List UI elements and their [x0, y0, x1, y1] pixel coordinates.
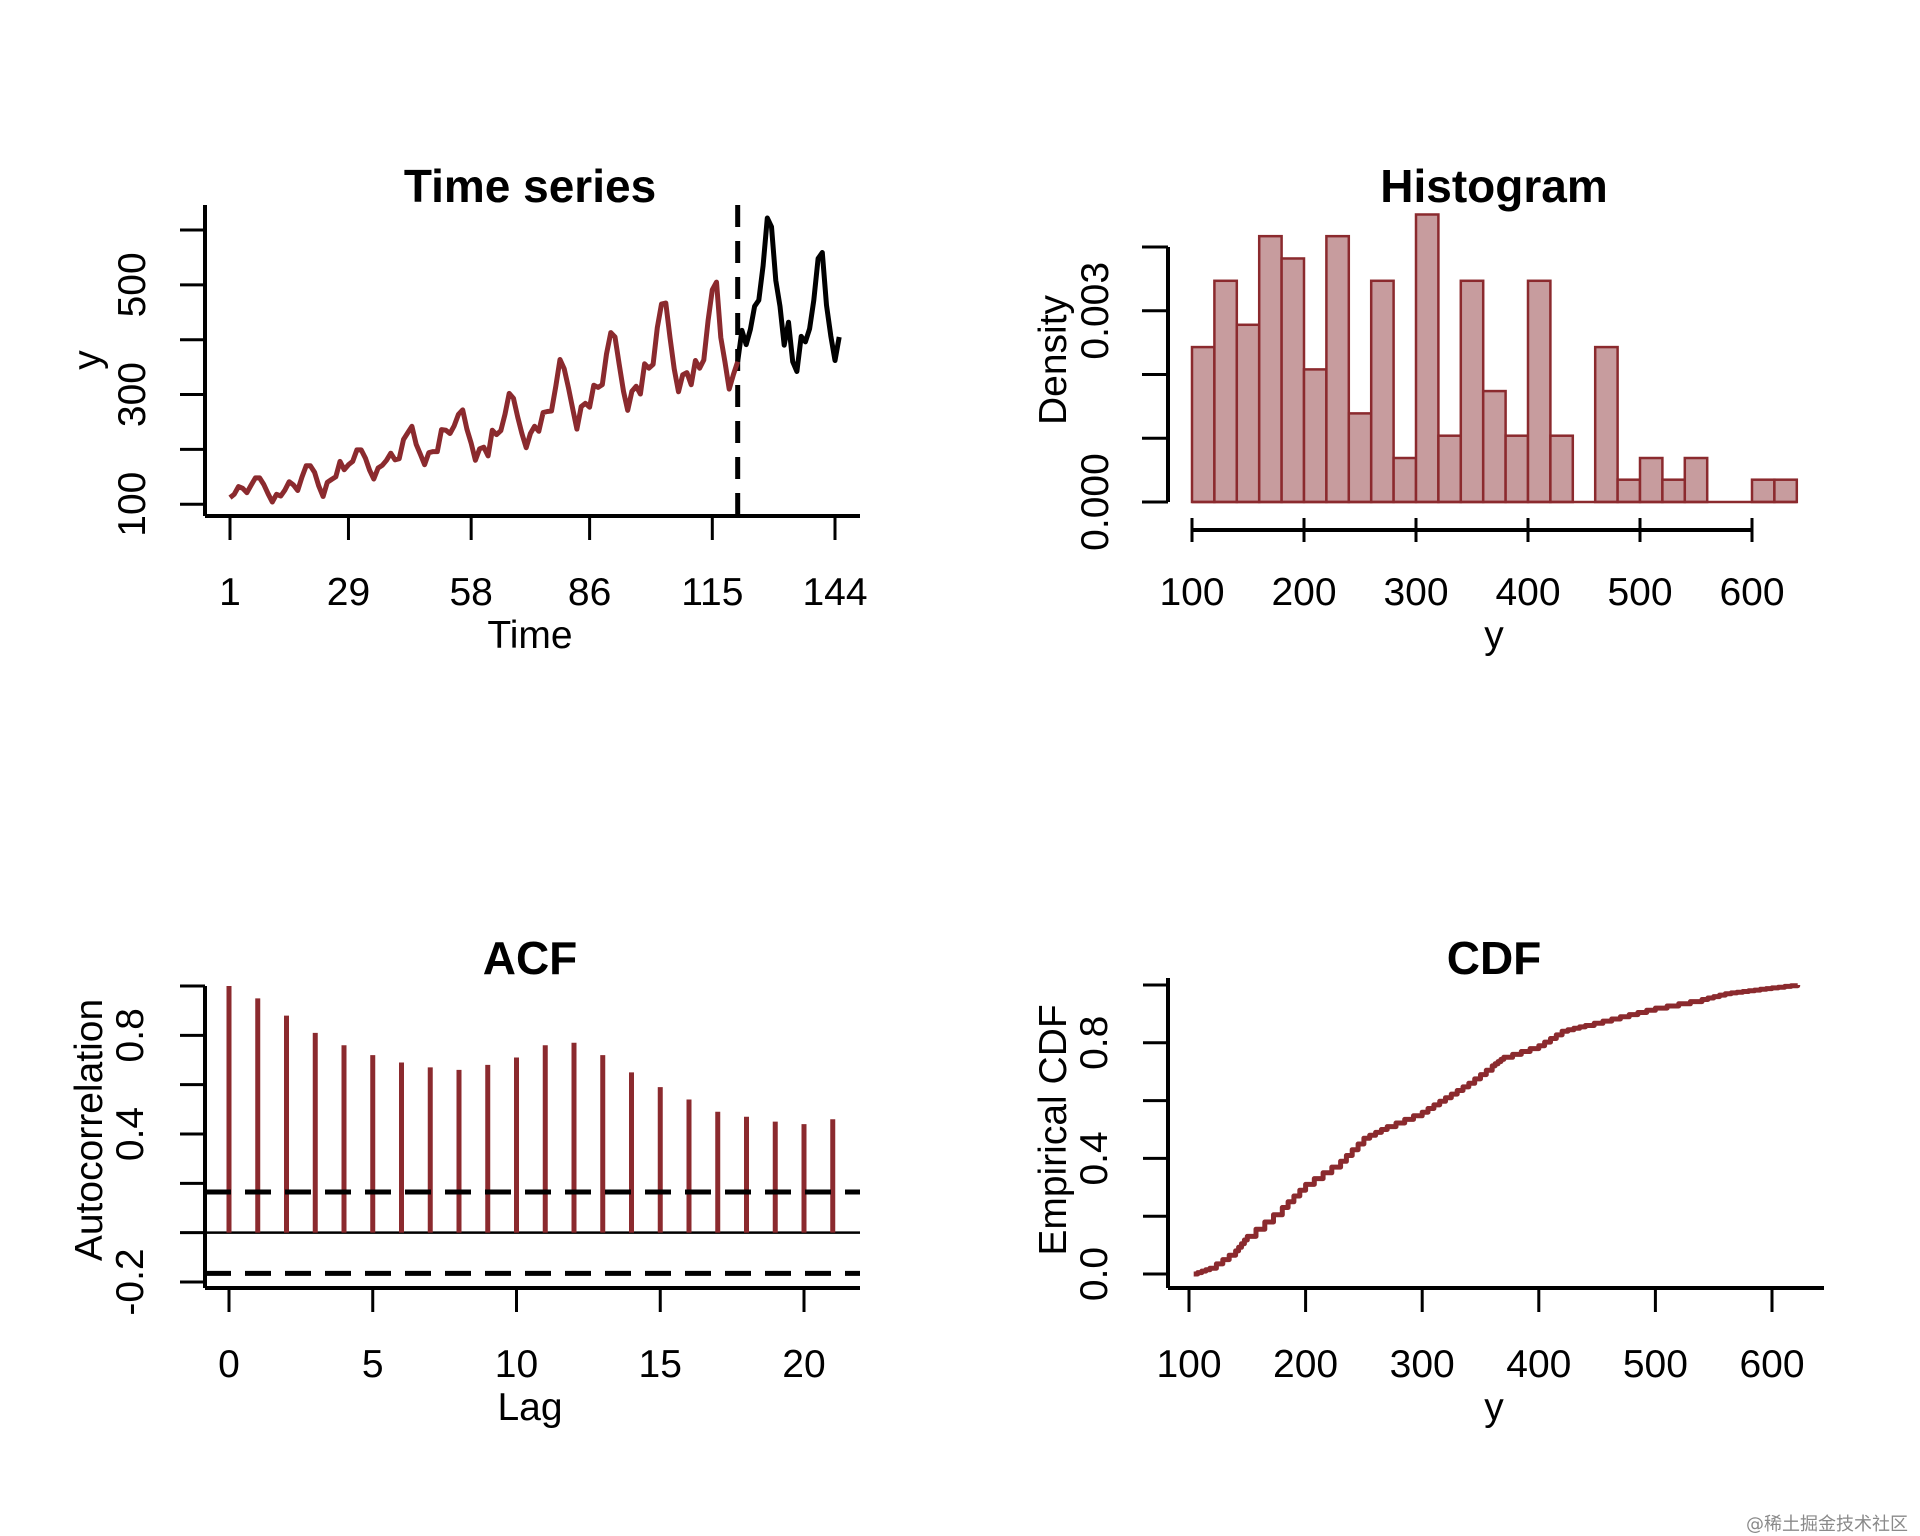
histogram-bar [1392, 456, 1418, 504]
y-tick-label: 0.8 [1073, 1016, 1116, 1070]
panel-acf: ACF Lag Autocorrelation -0.2 0.4 0.8 0 5 10 15… [68, 932, 860, 1429]
x-tick-label: 100 [1159, 571, 1224, 614]
y-tick-label: 0.000 [1074, 453, 1117, 551]
cdf-line [1193, 983, 1801, 1277]
x-tick-label: 400 [1506, 1343, 1571, 1386]
time-series-axes: 100 300 500 1 29 58 86 115 144 [111, 205, 868, 614]
histogram-bar [1593, 345, 1619, 504]
x-tick-label: 86 [568, 571, 611, 614]
x-tick-label: 500 [1623, 1343, 1688, 1386]
y-tick-label: 0.003 [1074, 262, 1117, 360]
acf-ylabel: Autocorrelation [68, 999, 111, 1261]
y-tick-label: 300 [111, 362, 154, 427]
x-tick-label: 400 [1495, 571, 1560, 614]
forecast-series-line [735, 215, 842, 374]
y-tick-label: 0.4 [1073, 1131, 1116, 1185]
acf-spikes [205, 986, 860, 1276]
histogram-bar [1549, 434, 1575, 504]
y-tick-label: 0.0 [1073, 1247, 1116, 1301]
cdf-ylabel: Empirical CDF [1032, 1004, 1075, 1255]
y-tick-label: 100 [111, 472, 154, 537]
time-series-title: Time series [404, 160, 656, 212]
x-tick-label: 300 [1390, 1343, 1455, 1386]
histogram-bar [1280, 257, 1306, 504]
cdf-curve [1193, 983, 1801, 1277]
histogram-bar [1213, 279, 1239, 504]
acf-xlabel: Lag [497, 1386, 562, 1429]
histogram-bar [1661, 478, 1687, 504]
histogram-ylabel: Density [1032, 294, 1075, 425]
x-tick-label: 29 [327, 571, 370, 614]
histogram-bar [1481, 389, 1507, 504]
cdf-title: CDF [1447, 932, 1542, 984]
histogram-bar [1638, 456, 1664, 504]
panel-histogram: Histogram y Density 0.000 0.003 100 200 300 4… [1032, 160, 1799, 657]
panel-time-series: Time series Time y 100 300 500 1 29 58 86 115 14… [66, 160, 868, 657]
histogram-title: Histogram [1380, 160, 1607, 212]
histogram-bar [1190, 345, 1216, 504]
x-tick-label: 115 [681, 571, 743, 614]
time-series-ylabel: y [66, 350, 109, 370]
x-tick-label: 10 [495, 1343, 538, 1386]
x-tick-label: 0 [218, 1343, 240, 1386]
x-tick-label: 600 [1719, 571, 1784, 614]
histogram-bar [1325, 234, 1351, 504]
x-tick-label: 5 [362, 1343, 384, 1386]
cdf-xlabel: y [1484, 1386, 1504, 1429]
x-tick-label: 15 [639, 1343, 682, 1386]
histogram-bars [1190, 213, 1799, 504]
x-tick-label: 300 [1383, 571, 1448, 614]
cdf-axes: 0.0 0.4 0.8 100 200 300 400 500 600 [1073, 978, 1824, 1386]
y-tick-label: -0.2 [109, 1248, 152, 1315]
panel-cdf: CDF y Empirical CDF 0.0 0.4 0.8 100 200 300 40… [1032, 932, 1824, 1429]
x-tick-label: 1 [219, 571, 241, 614]
y-tick-label: 0.8 [109, 1008, 152, 1062]
x-tick-label: 58 [449, 571, 492, 614]
x-tick-label: 600 [1739, 1343, 1804, 1386]
x-tick-label: 20 [782, 1343, 825, 1386]
acf-title: ACF [483, 932, 578, 984]
histogram-axes: 0.000 0.003 100 200 300 400 500 600 [1074, 245, 1785, 614]
histogram-bar [1459, 279, 1485, 504]
histogram-bar [1414, 213, 1440, 504]
x-tick-label: 100 [1156, 1343, 1221, 1386]
y-tick-label: 500 [111, 252, 154, 317]
histogram-bar [1750, 478, 1776, 504]
histogram-bar [1302, 368, 1328, 504]
history-series-line [228, 279, 741, 505]
histogram-bar [1616, 478, 1642, 504]
x-tick-label: 500 [1607, 571, 1672, 614]
histogram-bar [1526, 279, 1552, 504]
acf-axes: -0.2 0.4 0.8 0 5 10 15 20 [109, 984, 860, 1386]
x-tick-label: 144 [802, 571, 867, 614]
histogram-bar [1347, 412, 1373, 504]
histogram-bar [1437, 434, 1463, 504]
x-tick-label: 200 [1273, 1343, 1338, 1386]
histogram-bar [1683, 456, 1709, 504]
histogram-bar [1504, 434, 1530, 504]
histogram-bar [1773, 478, 1799, 504]
watermark: @稀土掘金技术社区 [1746, 1514, 1908, 1535]
y-tick-label: 0.4 [109, 1107, 152, 1161]
time-series-xlabel: Time [487, 614, 572, 657]
histogram-xlabel: y [1484, 614, 1504, 657]
histogram-bar [1235, 323, 1261, 504]
histogram-bar [1257, 234, 1283, 504]
time-series-lines [228, 205, 842, 516]
histogram-bar [1369, 279, 1395, 504]
x-tick-label: 200 [1271, 571, 1336, 614]
